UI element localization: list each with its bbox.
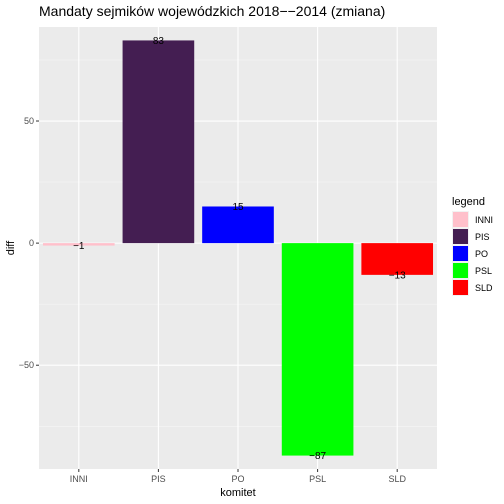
data-label-po: 15 (232, 202, 244, 213)
legend-label-inni: INNI (475, 215, 493, 225)
bar-psl (281, 243, 354, 456)
y-tick-label: 0 (29, 238, 34, 248)
data-label-inni: −1 (73, 241, 85, 252)
legend-swatch-pis (453, 229, 468, 244)
legend-swatch-sld (453, 280, 468, 295)
y-tick-label: −50 (19, 360, 34, 370)
x-tick-label: PO (231, 474, 244, 484)
x-tick-label: INNI (70, 474, 88, 484)
legend: INNI PIS PO PSL SLD (452, 211, 493, 296)
bar-po (202, 206, 274, 244)
y-axis-ticks: −50 0 50 (19, 116, 39, 370)
legend-swatch-inni (453, 212, 468, 227)
data-labels: −1 83 15 −87 −13 (73, 36, 406, 462)
legend-swatch-psl (453, 263, 468, 278)
x-tick-label: PIS (151, 474, 166, 484)
legend-label-sld: SLD (475, 283, 493, 293)
bar-sld (361, 243, 434, 275)
bar-pis (122, 40, 195, 244)
legend-label-po: PO (475, 249, 488, 259)
data-label-sld: −13 (389, 270, 406, 281)
x-axis-title: komitet (220, 487, 255, 499)
x-axis-ticks: INNI PIS PO PSL SLD (70, 469, 406, 484)
data-label-psl: −87 (309, 451, 326, 462)
chart-title: Mandaty sejmików wojewódzkich 2018−−2014… (39, 3, 385, 19)
data-label-pis: 83 (153, 36, 165, 47)
legend-label-pis: PIS (475, 232, 490, 242)
y-axis-title: diff (5, 240, 17, 255)
bar-inni (42, 243, 115, 246)
y-tick-label: 50 (24, 116, 34, 126)
x-tick-label: PSL (309, 474, 326, 484)
bars (42, 40, 434, 456)
legend-title: legend (452, 196, 485, 208)
legend-label-psl: PSL (475, 266, 492, 276)
x-tick-label: SLD (388, 474, 406, 484)
legend-swatch-po (453, 246, 468, 261)
